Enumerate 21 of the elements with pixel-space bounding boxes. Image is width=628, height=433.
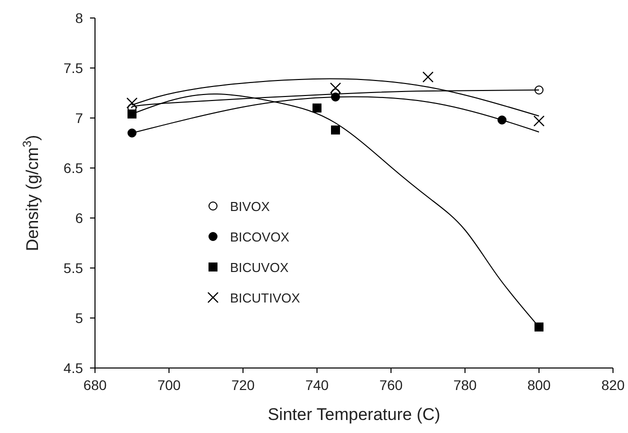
y-tick-label: 6.5: [64, 160, 84, 176]
x-tick-label: 760: [379, 377, 403, 393]
x-tick-label: 680: [83, 377, 107, 393]
y-tick-label: 6: [75, 210, 84, 226]
legend-label: BIVOX: [230, 199, 270, 214]
y-tick-label: 7.5: [64, 60, 84, 76]
y-tick-label: 5: [75, 310, 84, 326]
x-tick-label: 820: [601, 377, 625, 393]
x-tick-label: 700: [157, 377, 181, 393]
x-axis-title: Sinter Temperature (C): [268, 405, 440, 424]
x-tick-label: 780: [453, 377, 477, 393]
x-tick-label: 800: [527, 377, 551, 393]
y-tick-label: 4.5: [64, 360, 84, 376]
x-tick-label: 720: [231, 377, 255, 393]
legend-label: BICOVOX: [230, 230, 290, 244]
x-tick-label: 740: [305, 377, 329, 393]
y-tick-label: 5.5: [64, 260, 84, 276]
legend-label: BICUTIVOX: [230, 290, 300, 306]
legend-label: BICUVOX: [230, 260, 289, 275]
y-tick-label: 7: [75, 110, 84, 126]
y-tick-label: 8: [75, 10, 84, 26]
